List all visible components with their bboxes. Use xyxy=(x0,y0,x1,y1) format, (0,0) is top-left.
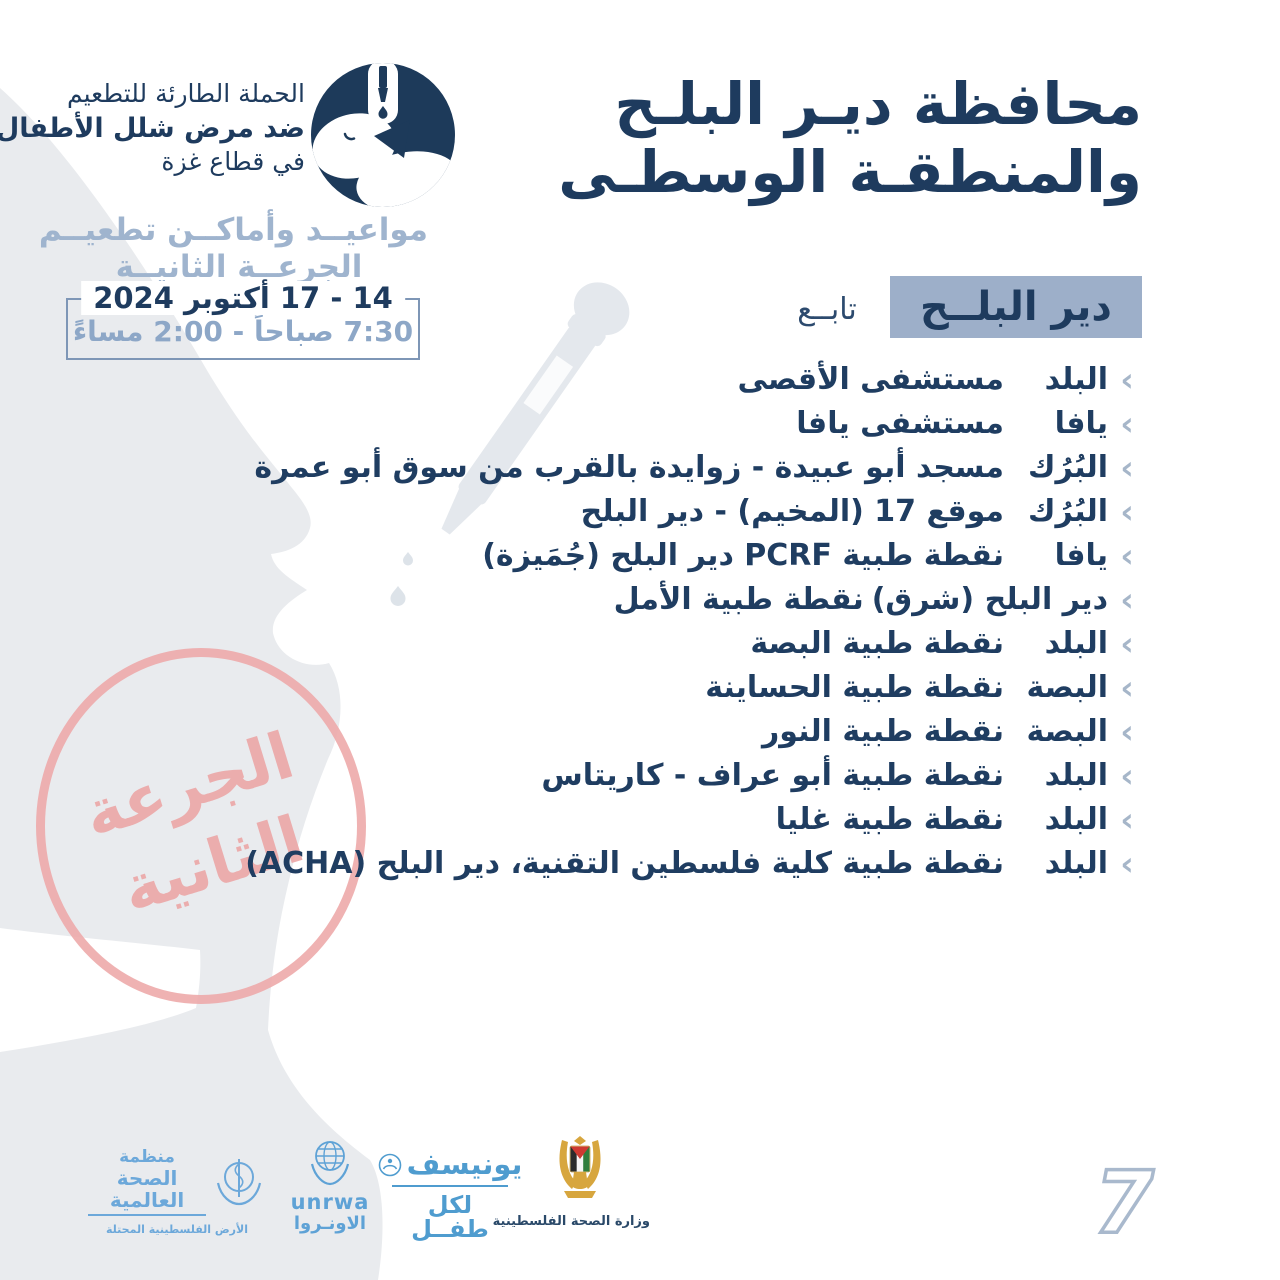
list-item: ‹ البلد نقطة طبية كلية فلسطين التقنية، د… xyxy=(138,847,1138,881)
list-item: ‹ دير البلح (شرق) نقطة طبية الأمل xyxy=(138,583,1138,617)
area-label: البلد xyxy=(1044,758,1108,793)
chevron-left-icon: ‹ xyxy=(1120,360,1134,399)
list-item: ‹ البلد مستشفى الأقصى xyxy=(138,363,1138,397)
dropper-graphic xyxy=(441,282,630,535)
stamp-ring xyxy=(36,648,366,1004)
chevron-left-icon: ‹ xyxy=(1120,712,1134,751)
list-item: ‹ البصة نقطة طبية الحساينة xyxy=(138,671,1138,705)
who-logo: منظمة الصحة العالمية الأرض الفلسطينية ال… xyxy=(88,1148,266,1236)
area-label: دير البلح (شرق) xyxy=(871,582,1108,617)
logo-dropper-icon xyxy=(378,66,388,119)
site-label: مستشفى يافا xyxy=(796,406,1004,441)
site-label: نقطة طبية كلية فلسطين التقنية، دير البلح… xyxy=(245,846,1004,881)
chevron-left-icon: ‹ xyxy=(1120,448,1134,487)
list-item: ‹ يافا نقطة طبية PCRF دير البلح (جُمَيزة… xyxy=(138,539,1138,573)
site-label: مسجد أبو عبيدة - زوايدة بالقرب من سوق أب… xyxy=(254,450,1004,485)
site-label: نقطة طبية PCRF دير البلح (جُمَيزة) xyxy=(482,538,1004,573)
list-item: ‹ البلد نقطة طبية البصة xyxy=(138,627,1138,661)
site-label: نقطة طبية أبو عراف - كاريتاس xyxy=(541,758,1004,793)
palestine-eagle-emblem-icon xyxy=(510,1136,650,1212)
unicef-emblem-icon xyxy=(378,1153,402,1177)
who-name-line1: منظمة xyxy=(119,1147,175,1167)
subtitle-line2: الجرعــة الثانيــة xyxy=(115,248,363,285)
chevron-left-icon: ‹ xyxy=(1120,404,1134,443)
vaccination-locations-list: ‹ البلد مستشفى الأقصى ‹ يافا مستشفى يافا… xyxy=(138,363,1138,891)
campaign-line1: الحملة الطارئة للتطعيم xyxy=(66,79,305,108)
unrwa-name-latin: unrwa xyxy=(290,1190,370,1214)
unrwa-logo: unrwa الاونـروا xyxy=(290,1138,370,1235)
list-item: ‹ البلد نقطة طبية غليا xyxy=(138,803,1138,837)
continued-label: تابــع xyxy=(797,292,857,327)
chevron-left-icon: ‹ xyxy=(1120,624,1134,663)
area-label: البُرُك xyxy=(1028,450,1108,485)
list-item: ‹ البُرُك موقع 17 (المخيم) - دير البلح xyxy=(138,495,1138,529)
site-label: موقع 17 (المخيم) - دير البلح xyxy=(580,494,1004,529)
list-item: ‹ يافا مستشفى يافا xyxy=(138,407,1138,441)
chevron-left-icon: ‹ xyxy=(1120,756,1134,795)
unrwa-name-arabic: الاونـروا xyxy=(293,1213,367,1234)
area-label: البلد xyxy=(1044,802,1108,837)
un-emblem-icon xyxy=(290,1138,370,1190)
area-label: يافا xyxy=(1054,406,1108,441)
site-label: مستشفى الأقصى xyxy=(737,362,1004,397)
unicef-divider xyxy=(392,1185,508,1187)
subtitle-line1: مواعيــد وأماكــن تطعيــم xyxy=(38,212,428,248)
campaign-dates: 14 - 17 أكتوبر 2024 xyxy=(81,281,405,315)
polio-campaign-logo xyxy=(308,60,458,210)
site-label: نقطة طبية النور xyxy=(762,714,1004,749)
droplets-graphic xyxy=(390,552,413,606)
unicef-name: يونيسف xyxy=(406,1147,523,1181)
ministry-of-health-logo: وزارة الصحة الفلسطينية xyxy=(492,1136,650,1229)
list-item: ‹ البصة نقطة طبية النور xyxy=(138,715,1138,749)
chevron-left-icon: ‹ xyxy=(1120,800,1134,839)
page-title-line2: والمنطقـة الوسطـى xyxy=(558,138,1142,207)
area-label: يافا xyxy=(1054,538,1108,573)
chevron-left-icon: ‹ xyxy=(1120,492,1134,531)
moh-name: وزارة الصحة الفلسطينية xyxy=(492,1214,650,1229)
area-label: البلد xyxy=(1044,846,1108,881)
page-title: محافظة ديـر البلـح والمنطقـة الوسطـى xyxy=(558,70,1142,207)
area-label: البلد xyxy=(1044,626,1108,661)
site-label: نقطة طبية الحساينة xyxy=(705,670,1004,705)
section-header: دير البلــح xyxy=(890,276,1142,338)
site-label: نقطة طبية غليا xyxy=(775,802,1004,837)
unicef-logo: يونيسف لكل طفــل xyxy=(378,1150,522,1243)
area-label: البُرُك xyxy=(1028,494,1108,529)
unicef-tagline: لكل طفــل xyxy=(411,1191,489,1243)
campaign-line3: في قطاع غزة xyxy=(161,146,305,176)
chevron-left-icon: ‹ xyxy=(1120,844,1134,883)
chevron-left-icon: ‹ xyxy=(1120,668,1134,707)
who-emblem-icon xyxy=(212,1155,266,1209)
who-name-line2: الصحة العالمية xyxy=(88,1167,206,1216)
site-label: نقطة طبية الأمل xyxy=(613,582,864,617)
list-item: ‹ البلد نقطة طبية أبو عراف - كاريتاس xyxy=(138,759,1138,793)
campaign-title-block: الحملة الطارئة للتطعيم ضد مرض شلل الأطفا… xyxy=(0,78,305,178)
schedule-subtitle: مواعيــد وأماكــن تطعيــم الجرعــة الثان… xyxy=(38,212,428,285)
page-title-line1: محافظة ديـر البلـح xyxy=(614,70,1142,138)
who-subtitle: الأرض الفلسطينية المحتلة xyxy=(106,1222,248,1236)
section-name: دير البلــح xyxy=(920,284,1112,330)
chevron-left-icon: ‹ xyxy=(1120,536,1134,575)
campaign-line2: ضد مرض شلل الأطفال xyxy=(0,112,305,144)
second-dose-stamp: الجرعة الثانية xyxy=(36,648,366,1004)
date-time-box: 14 - 17 أكتوبر 2024 7:30 صباحاً - 2:00 م… xyxy=(66,281,420,360)
area-label: البصة xyxy=(1026,714,1108,749)
list-item: ‹ البُرُك مسجد أبو عبيدة - زوايدة بالقرب… xyxy=(138,451,1138,485)
area-label: البلد xyxy=(1044,362,1108,397)
page-number: 7 xyxy=(1092,1153,1155,1253)
chevron-left-icon: ‹ xyxy=(1120,580,1134,619)
site-label: نقطة طبية البصة xyxy=(750,626,1004,661)
area-label: البصة xyxy=(1026,670,1108,705)
campaign-hours: 7:30 صباحاً - 2:00 مساءً xyxy=(72,315,414,348)
